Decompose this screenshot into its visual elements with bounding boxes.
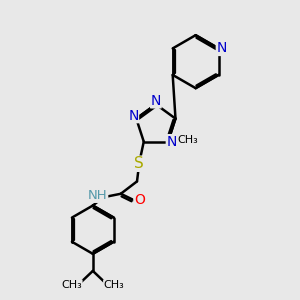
Text: N: N — [216, 41, 227, 56]
Text: N: N — [151, 94, 161, 108]
Text: CH₃: CH₃ — [61, 280, 82, 290]
Text: O: O — [134, 193, 145, 207]
Text: N: N — [166, 135, 177, 148]
Text: N: N — [128, 109, 139, 123]
Text: S: S — [134, 156, 144, 171]
Text: CH₃: CH₃ — [177, 135, 198, 145]
Text: CH₃: CH₃ — [104, 280, 124, 290]
Text: NH: NH — [88, 189, 108, 202]
